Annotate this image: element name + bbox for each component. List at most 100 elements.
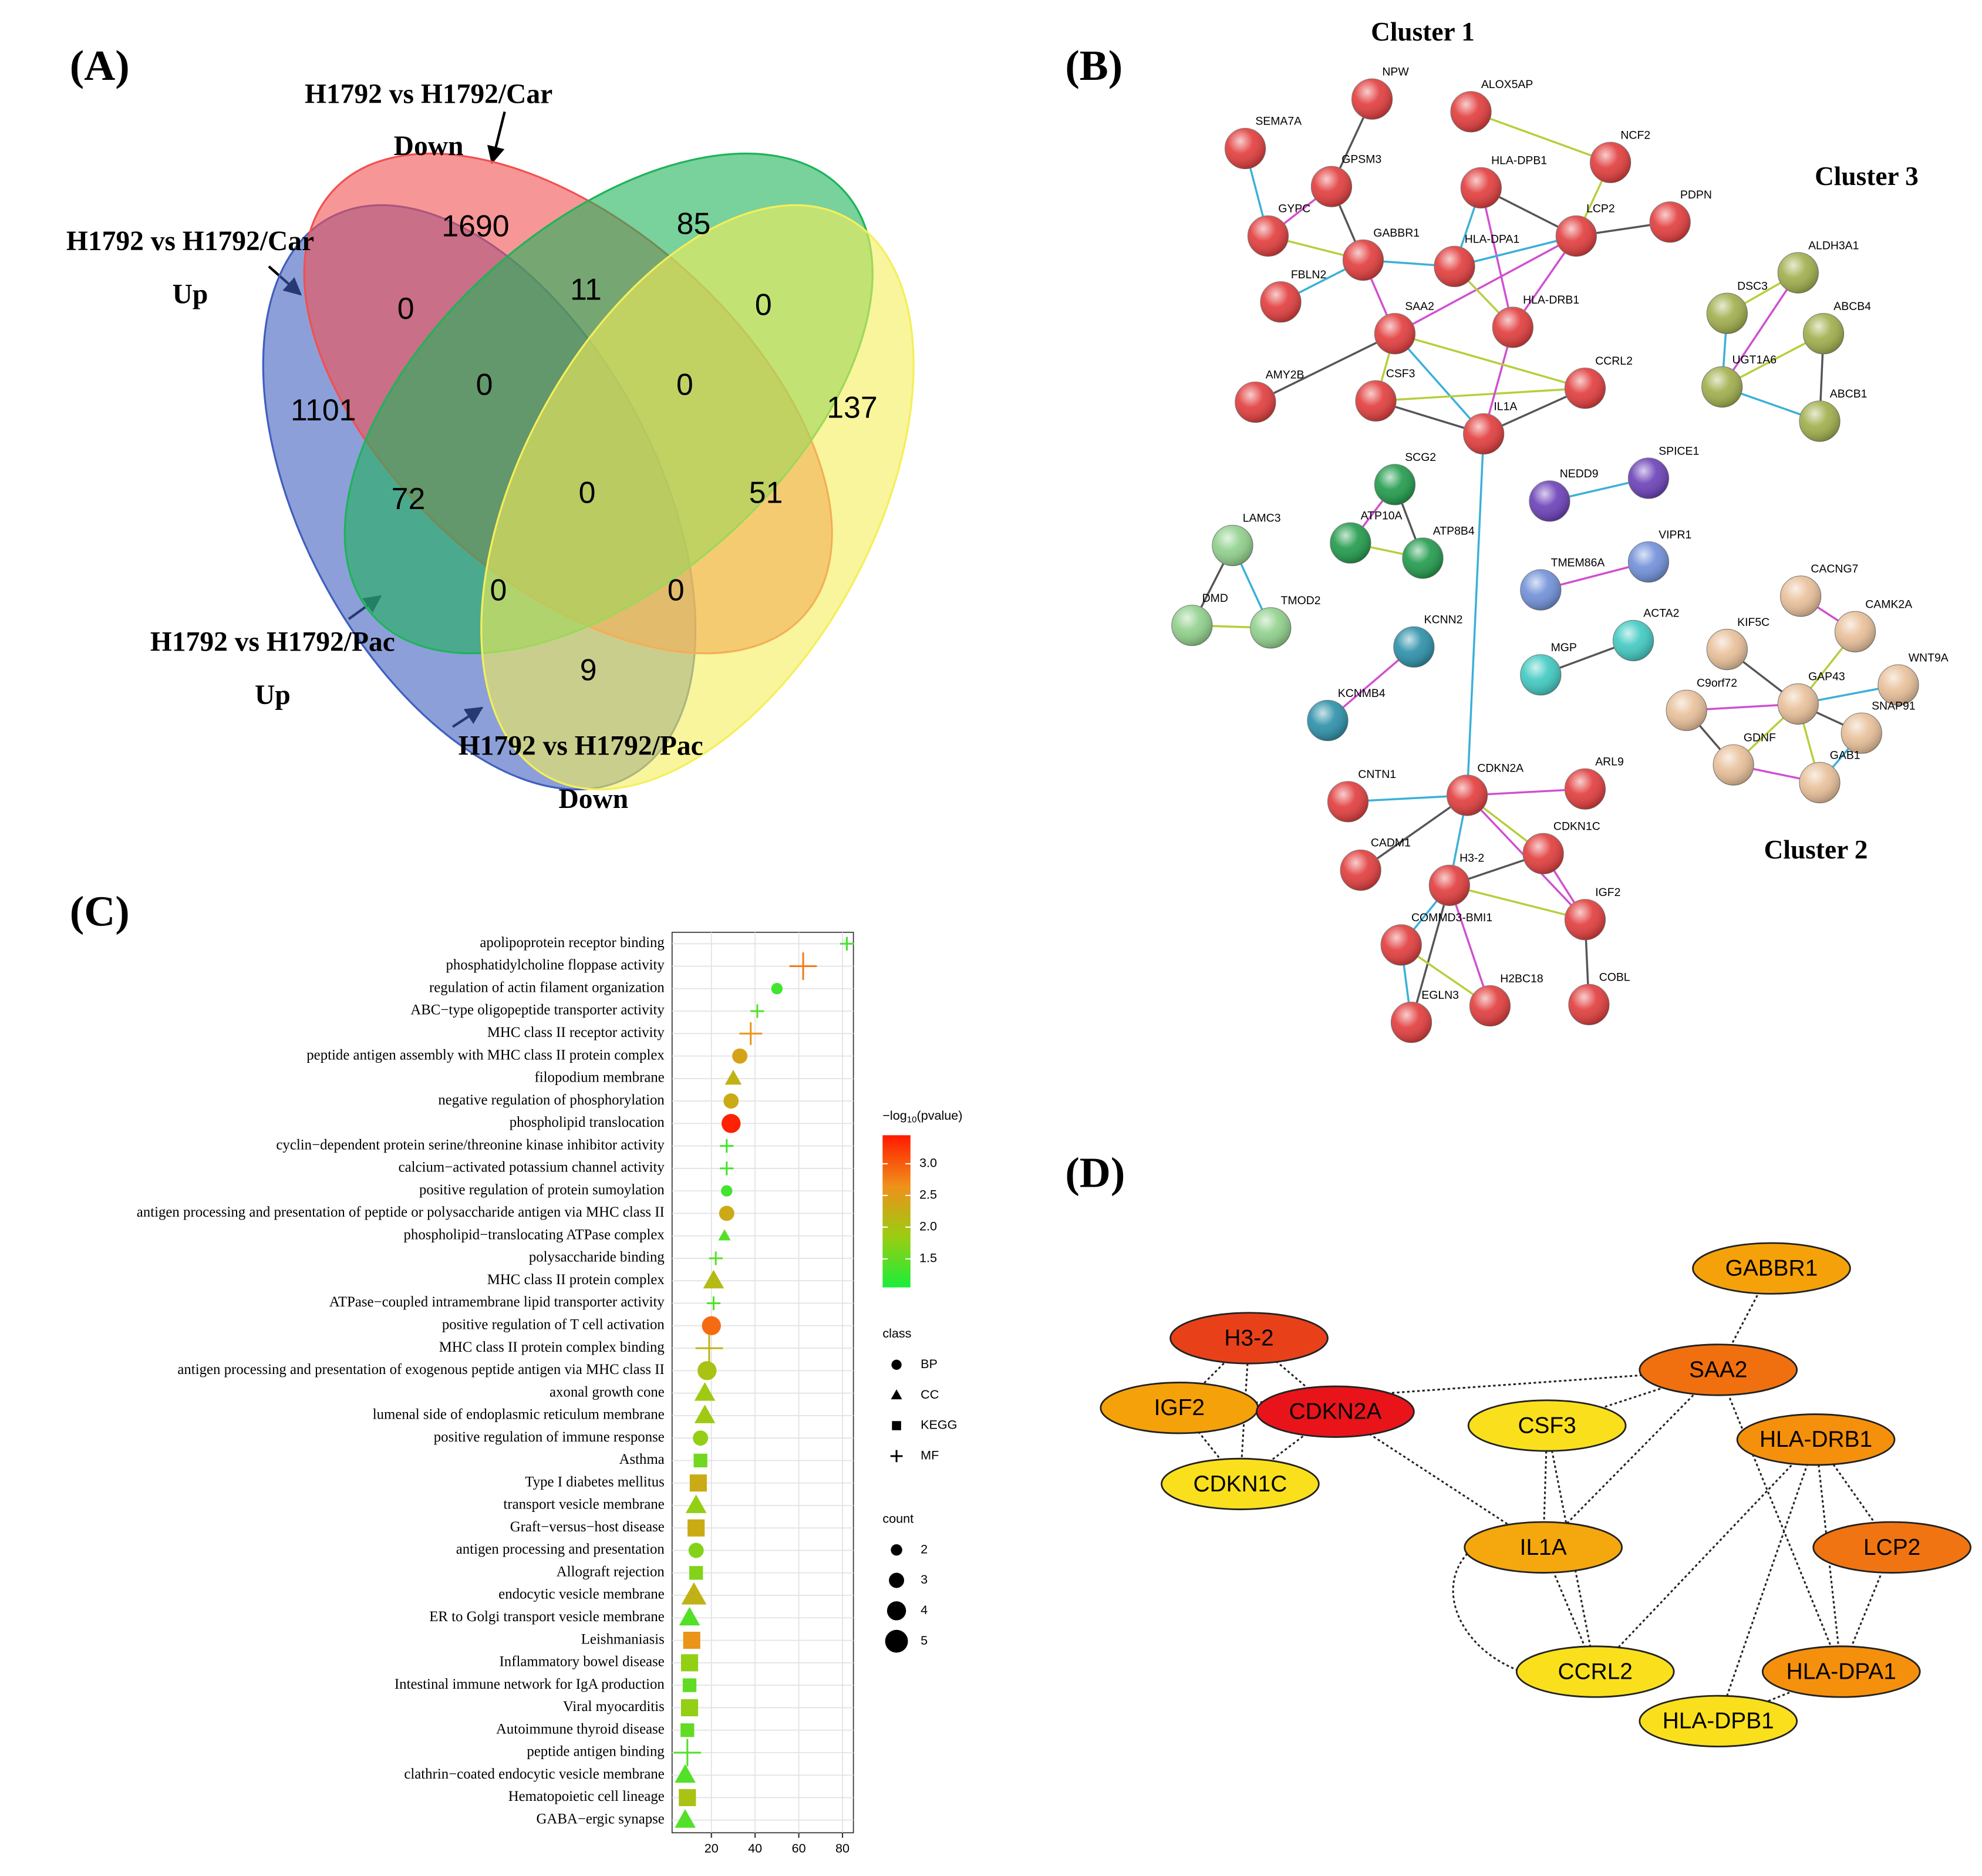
venn-count: 85 bbox=[677, 206, 711, 240]
node-label: GAB1 bbox=[1830, 749, 1860, 762]
dot bbox=[702, 1316, 721, 1336]
network-edge bbox=[1394, 332, 1586, 389]
legend-symbol bbox=[886, 1601, 906, 1621]
y-tick-label: peptide antigen binding bbox=[527, 1744, 664, 1760]
node-shine bbox=[1666, 690, 1707, 731]
dot bbox=[719, 1205, 734, 1221]
y-tick-label: cyclin−dependent protein serine/threonin… bbox=[276, 1137, 665, 1153]
venn-count: 137 bbox=[827, 390, 877, 425]
x-tick-label: 80 bbox=[835, 1841, 850, 1855]
network-node bbox=[1692, 1242, 1851, 1295]
node-label: CDKN2A bbox=[1289, 1399, 1382, 1424]
node-shine bbox=[1250, 607, 1291, 648]
node-label: HLA-DPA1 bbox=[1465, 233, 1520, 246]
node-shine bbox=[1225, 128, 1266, 169]
legend-label: 3 bbox=[921, 1572, 928, 1587]
dot bbox=[720, 1161, 734, 1176]
node-label: C9orf72 bbox=[1697, 677, 1737, 690]
network-edge bbox=[1376, 387, 1586, 402]
node-shine bbox=[1650, 201, 1691, 243]
y-tick-label: Autoimmune thyroid disease bbox=[496, 1721, 665, 1737]
color-tick-label: 2.5 bbox=[919, 1187, 937, 1202]
node-label: CCRL2 bbox=[1558, 1659, 1633, 1684]
dot bbox=[680, 1699, 699, 1716]
venn-count: 51 bbox=[749, 475, 783, 509]
legend-title: count bbox=[882, 1511, 914, 1526]
network-node bbox=[1812, 1521, 1971, 1574]
dot bbox=[771, 983, 783, 995]
node-shine bbox=[1402, 538, 1444, 579]
y-tick-label: phospholipid−translocating ATPase comple… bbox=[404, 1227, 665, 1242]
y-tick-label: Asthma bbox=[619, 1451, 665, 1467]
node-shine bbox=[1374, 464, 1415, 505]
node-label: SAA2 bbox=[1405, 300, 1434, 313]
dot bbox=[706, 1296, 721, 1311]
node-label: COBL bbox=[1599, 971, 1630, 984]
panel-label: (A) bbox=[70, 42, 130, 89]
node-shine bbox=[1307, 700, 1349, 741]
node-shine bbox=[1327, 781, 1368, 822]
network-edge bbox=[1360, 794, 1468, 871]
node-label: ATP10A bbox=[1361, 509, 1403, 522]
node-label: KIF5C bbox=[1737, 616, 1769, 629]
node-shine bbox=[1613, 620, 1654, 661]
node-label: ABCB4 bbox=[1833, 300, 1871, 313]
node-label: HLA-DRB1 bbox=[1523, 294, 1579, 307]
venn-count: 1690 bbox=[441, 209, 509, 243]
network-node bbox=[1169, 1312, 1329, 1365]
node-label: CCRL2 bbox=[1595, 355, 1633, 368]
y-tick-label: regulation of actin filament organizatio… bbox=[429, 979, 665, 995]
dot bbox=[722, 1114, 741, 1133]
color-tick-label: 3.0 bbox=[919, 1156, 937, 1170]
y-tick-label: Intestinal immune network for IgA produc… bbox=[395, 1676, 665, 1692]
dot bbox=[693, 1453, 707, 1468]
node-shine bbox=[1841, 713, 1882, 754]
cluster-label: Cluster 2 bbox=[1764, 835, 1868, 864]
node-shine bbox=[1628, 457, 1669, 499]
node-shine bbox=[1780, 575, 1821, 617]
y-tick-label: MHC class II protein complex bbox=[487, 1272, 665, 1288]
node-shine bbox=[1520, 654, 1561, 695]
network-edge bbox=[1717, 1439, 1817, 1722]
legend-title: class bbox=[882, 1326, 911, 1341]
network-node bbox=[1761, 1645, 1921, 1698]
venn-count: 11 bbox=[570, 272, 602, 307]
node-label: ALOX5AP bbox=[1481, 78, 1533, 91]
panel-label: (B) bbox=[1065, 42, 1123, 89]
network-node bbox=[1256, 1385, 1415, 1438]
y-tick-label: Leishmaniasis bbox=[581, 1631, 665, 1647]
node-shine bbox=[1381, 924, 1422, 965]
node-label: ATP8B4 bbox=[1433, 524, 1475, 537]
node-shine bbox=[1778, 252, 1819, 294]
dot-chart: apolipoprotein receptor binding phosphati… bbox=[137, 931, 963, 1855]
dot bbox=[694, 1405, 716, 1423]
panel-label: (D) bbox=[1065, 1149, 1125, 1197]
node-label: HLA-DPB1 bbox=[1491, 154, 1547, 167]
network-edge bbox=[1454, 235, 1577, 268]
venn-count: 0 bbox=[397, 291, 414, 325]
legend-label: MF bbox=[921, 1448, 939, 1463]
node-label: H2BC18 bbox=[1500, 972, 1543, 985]
legend-title-part: −log bbox=[882, 1108, 906, 1123]
node-shine bbox=[1260, 281, 1302, 322]
node-label: GABBR1 bbox=[1373, 227, 1420, 240]
y-tick-label: GABA−ergic synapse bbox=[536, 1811, 664, 1827]
node-label: GDNF bbox=[1744, 731, 1776, 744]
node-label: AMY2B bbox=[1266, 369, 1305, 382]
node-label: IL1A bbox=[1520, 1535, 1567, 1560]
node-label: WNT9A bbox=[1909, 651, 1949, 664]
dot bbox=[694, 1382, 716, 1401]
node-label: IGF2 bbox=[1154, 1395, 1205, 1420]
network-edge bbox=[1546, 1425, 1596, 1672]
legend-symbol bbox=[891, 1389, 902, 1400]
venn-count: 1101 bbox=[291, 393, 356, 427]
node-label: PDPN bbox=[1680, 188, 1712, 201]
panel-label: (C) bbox=[70, 888, 130, 935]
node-shine bbox=[1463, 413, 1504, 454]
legend-symbol bbox=[890, 1450, 903, 1463]
node-shine bbox=[1713, 745, 1754, 786]
dot bbox=[675, 1809, 696, 1828]
venn-count: 0 bbox=[755, 288, 772, 322]
dot bbox=[721, 1185, 733, 1197]
